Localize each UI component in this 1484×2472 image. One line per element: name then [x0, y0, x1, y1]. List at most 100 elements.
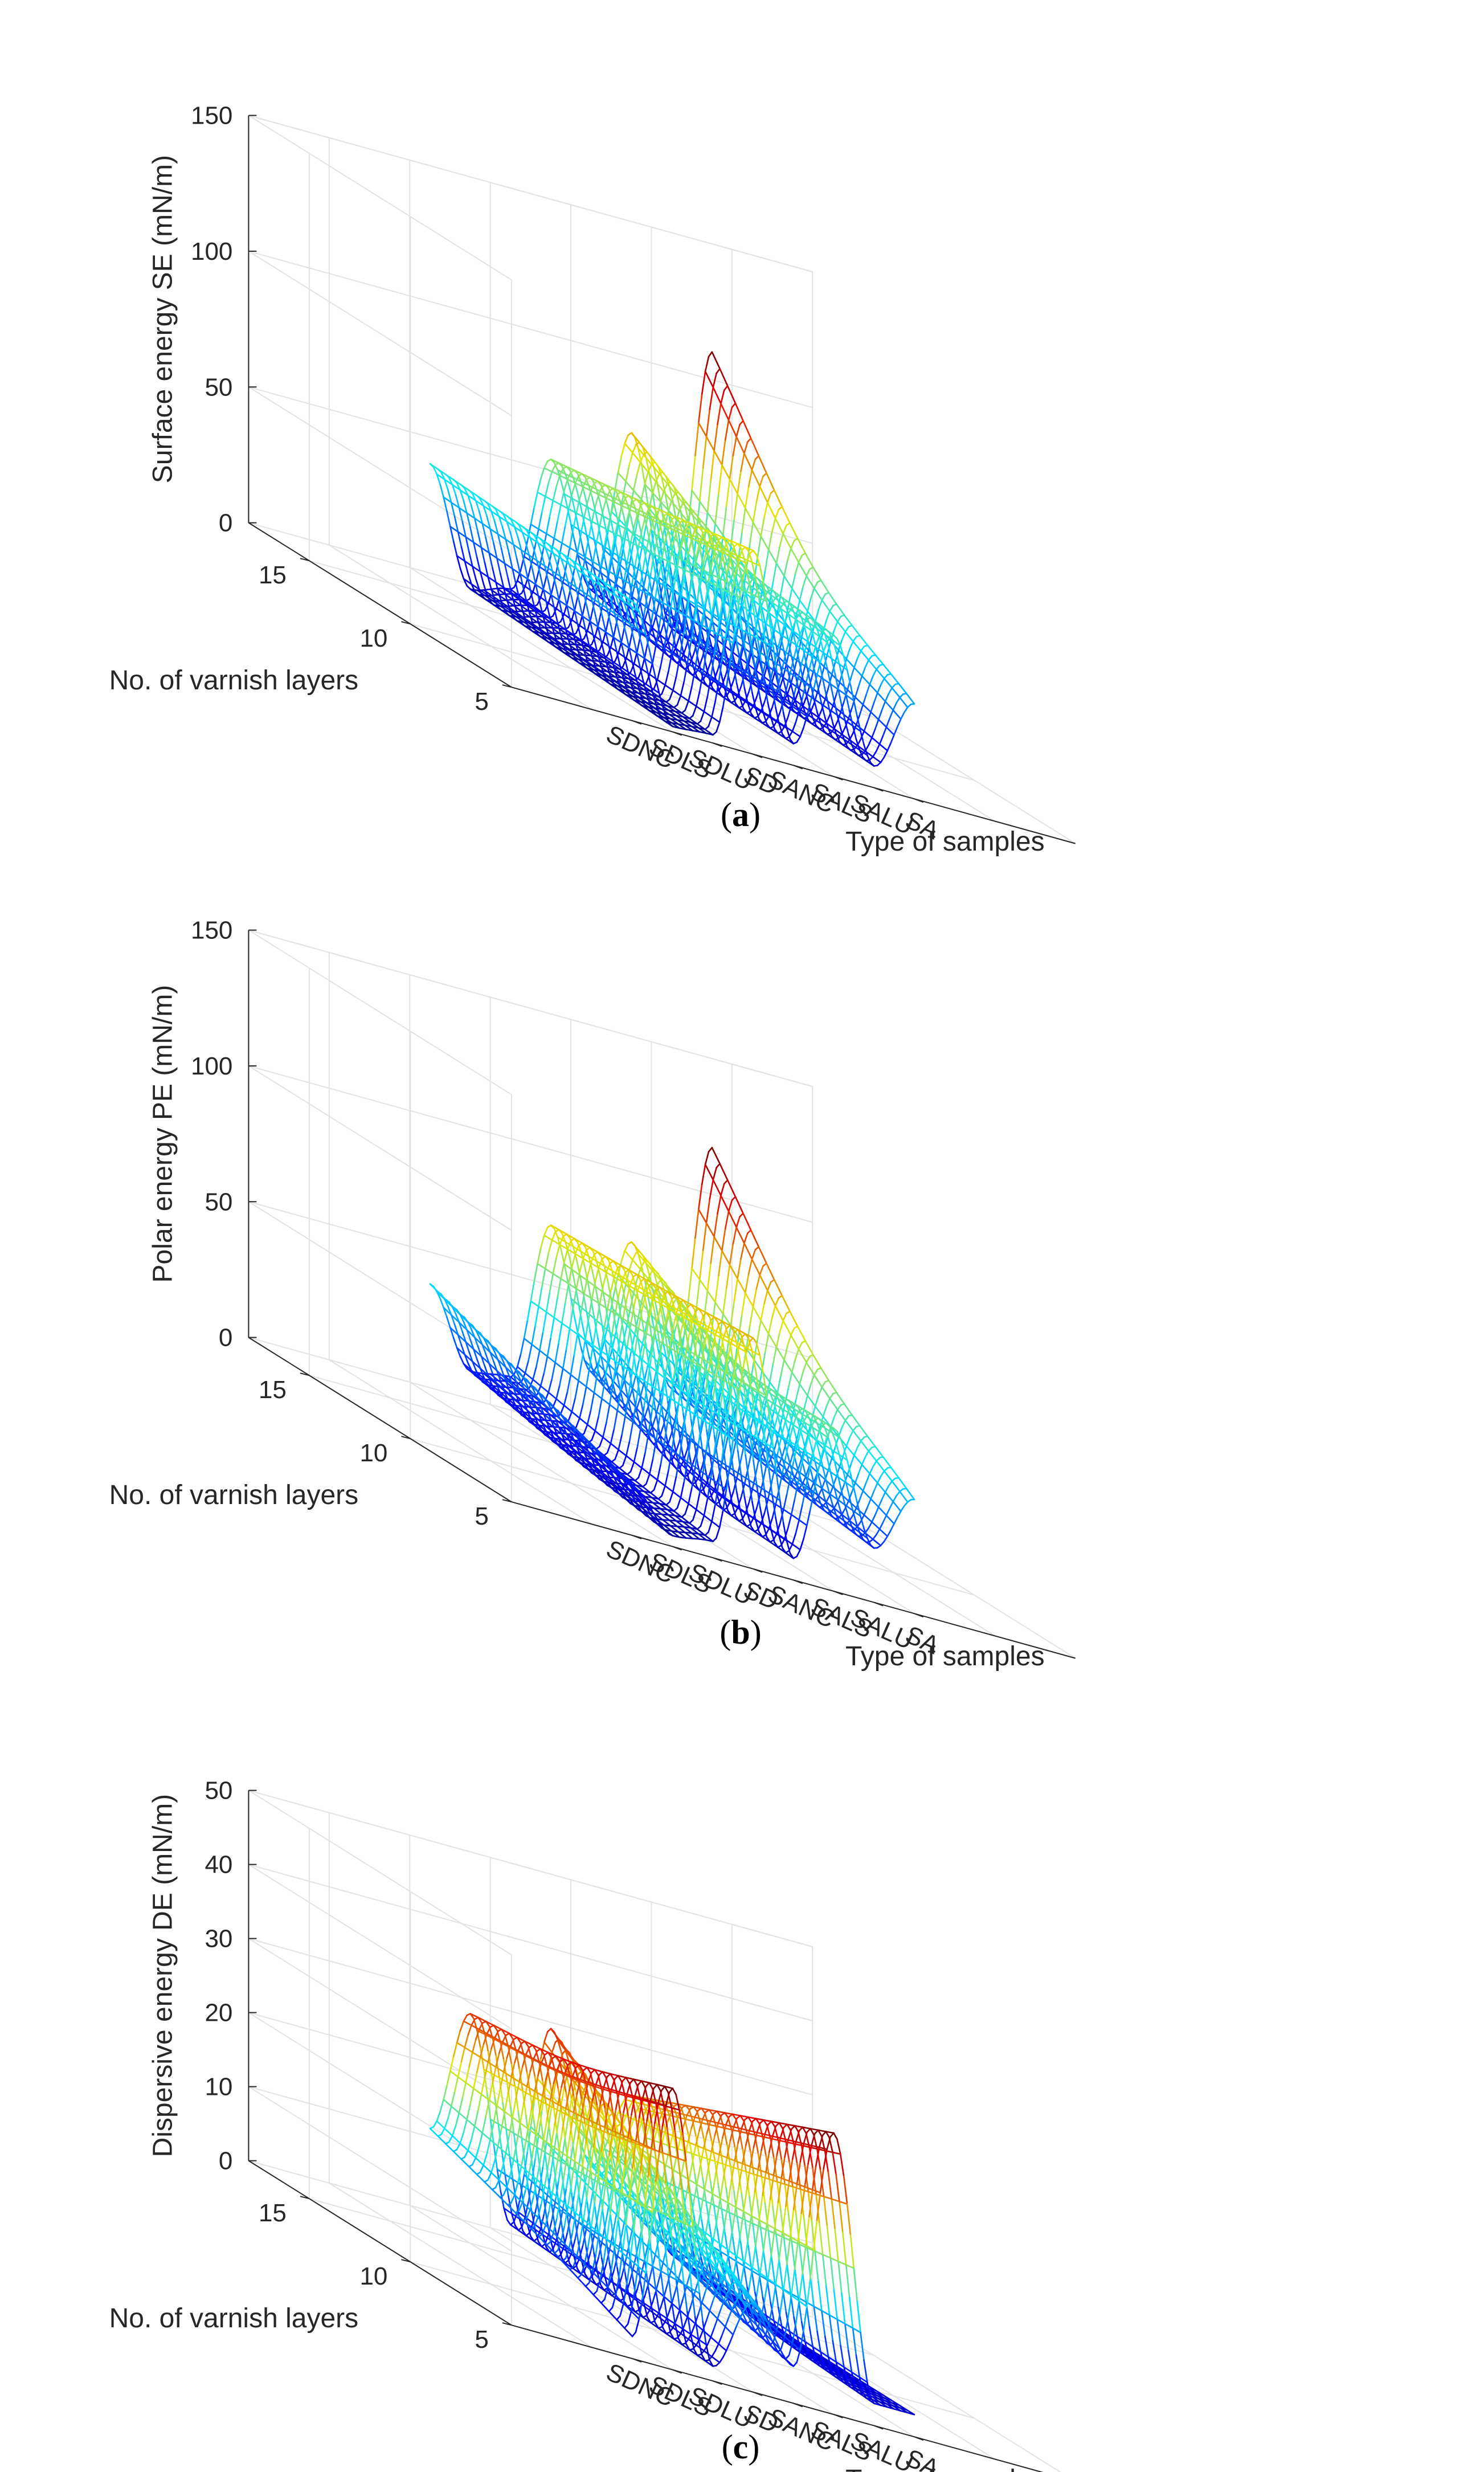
mesh-line — [852, 724, 857, 734]
mesh-line — [601, 544, 611, 551]
mesh-line — [585, 630, 590, 647]
mesh-line — [869, 675, 874, 685]
mesh-line — [825, 693, 831, 710]
mesh-line — [800, 714, 805, 720]
mesh-line — [810, 617, 819, 624]
mesh-line — [806, 667, 812, 685]
mesh-line — [810, 683, 815, 700]
mesh-line — [748, 583, 758, 592]
mesh-line — [701, 370, 706, 395]
mesh-line — [664, 670, 669, 686]
mesh-line — [852, 725, 861, 732]
mesh-line — [798, 687, 807, 694]
mesh-line — [513, 544, 518, 560]
mesh-line — [443, 1306, 448, 1318]
mesh-line — [561, 1322, 571, 1330]
mesh-line — [566, 604, 571, 622]
mesh-line — [529, 537, 539, 544]
mesh-line — [897, 718, 902, 728]
mesh-line — [666, 635, 671, 651]
mesh-line — [782, 524, 787, 535]
mesh-line — [783, 686, 788, 701]
mesh-line — [792, 709, 797, 714]
mesh-line — [460, 484, 470, 491]
mesh-line — [664, 512, 669, 528]
mesh-line — [750, 645, 760, 652]
mesh-line — [583, 574, 594, 581]
mesh-line — [727, 1210, 737, 1228]
mesh-line — [606, 489, 611, 499]
mesh-line — [645, 525, 651, 544]
mesh-line — [621, 505, 631, 510]
mesh-line — [841, 704, 846, 721]
mesh-line — [530, 524, 539, 530]
mesh-line — [549, 618, 559, 626]
mesh-line — [582, 486, 592, 492]
y-axis — [248, 522, 512, 688]
mesh-line — [776, 711, 781, 722]
mesh-line — [606, 497, 615, 503]
mesh-line — [717, 403, 722, 426]
mesh-line — [805, 693, 815, 700]
mesh-line — [566, 478, 577, 484]
mesh-line — [709, 649, 719, 656]
mesh-line — [888, 687, 893, 694]
grid-line — [248, 929, 813, 1096]
mesh-line — [623, 679, 628, 690]
mesh-line — [752, 501, 758, 523]
mesh-line — [754, 615, 759, 639]
mesh-line — [563, 1248, 569, 1263]
mesh-line — [850, 667, 855, 679]
mesh-line — [661, 684, 666, 695]
mesh-line — [678, 510, 688, 521]
mesh-line — [596, 650, 602, 664]
mesh-line — [592, 480, 598, 491]
mesh-line — [697, 537, 706, 542]
mesh-line — [625, 632, 630, 649]
mesh-line — [862, 693, 868, 706]
mesh-line — [729, 540, 739, 545]
mesh-line — [814, 672, 824, 680]
mesh-line — [722, 1288, 727, 1315]
mesh-line — [510, 592, 516, 606]
mesh-line — [688, 685, 693, 702]
mesh-line — [730, 577, 735, 596]
mesh-line — [768, 612, 774, 630]
mesh-line — [636, 512, 647, 518]
mesh-line — [559, 575, 565, 592]
mesh-line — [700, 559, 705, 579]
mesh-line — [794, 561, 800, 575]
mesh-line — [432, 466, 438, 475]
mesh-line — [841, 631, 847, 641]
mesh-line — [617, 554, 622, 575]
mesh-line — [802, 705, 812, 713]
mesh-line — [613, 493, 619, 503]
mesh-line — [798, 710, 808, 717]
mesh-line — [614, 612, 619, 628]
mesh-line — [713, 1213, 718, 1238]
mesh-line — [678, 630, 688, 636]
mesh-line — [509, 531, 514, 546]
mesh-line — [791, 700, 796, 707]
mesh-line — [782, 663, 787, 679]
mesh-line — [612, 487, 622, 493]
mesh-line — [712, 687, 717, 693]
mesh-line — [791, 587, 801, 601]
mesh-line — [481, 522, 491, 530]
mesh-line — [763, 683, 769, 704]
mesh-line — [600, 484, 606, 495]
mesh-line — [594, 539, 603, 546]
mesh-line — [536, 559, 546, 567]
mesh-line — [510, 592, 520, 599]
mesh-line — [491, 505, 501, 512]
mesh-line — [812, 644, 817, 658]
mesh-line — [640, 483, 646, 501]
mesh-line — [584, 556, 594, 563]
mesh-line — [687, 553, 697, 563]
mesh-line — [530, 593, 536, 610]
mesh-line — [535, 583, 545, 591]
mesh-line — [583, 591, 592, 599]
mesh-line — [599, 1285, 604, 1305]
mesh-line — [796, 537, 806, 554]
mesh-line — [660, 717, 666, 722]
